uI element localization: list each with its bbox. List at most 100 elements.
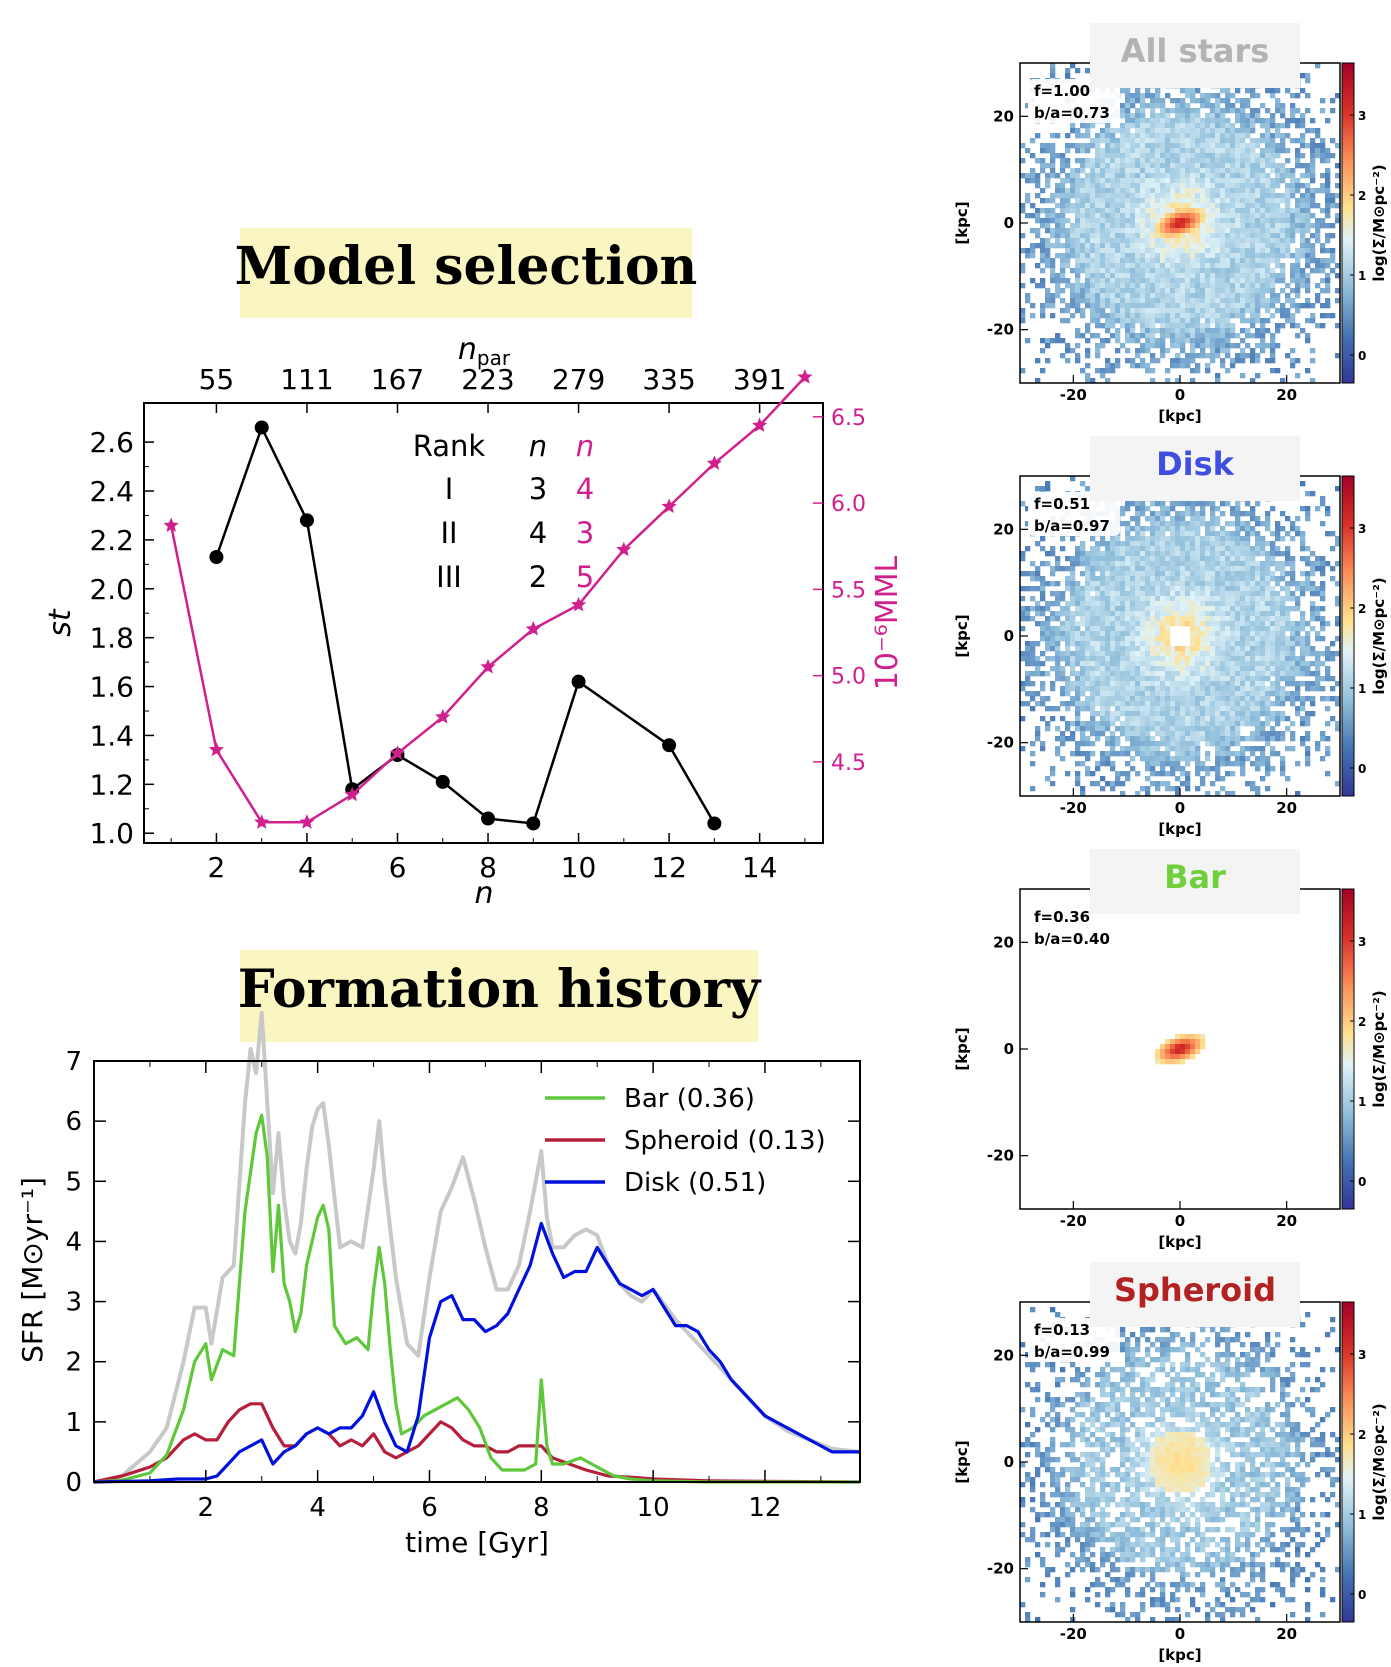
map-pixel [1100, 268, 1106, 274]
map-pixel [1120, 746, 1126, 752]
map-pixel [1050, 193, 1056, 199]
map-pixel [1060, 701, 1066, 707]
map-pixel [1020, 606, 1026, 612]
map-pixel [1160, 183, 1166, 189]
map-pixel [1210, 153, 1216, 159]
map-pixel [1040, 626, 1046, 632]
map-pixel [1160, 601, 1166, 607]
map-pixel [1115, 298, 1121, 304]
map-pixel [1110, 541, 1116, 547]
map-pixel [1030, 213, 1036, 219]
map-pixel [1040, 158, 1046, 164]
map-pixel [1145, 363, 1151, 369]
map-pixel [1225, 611, 1231, 617]
map-pixel [1150, 263, 1156, 269]
map-pixel [1260, 183, 1266, 189]
map-pixel [1110, 288, 1116, 294]
map-pixel [1040, 661, 1046, 667]
map-pixel [1225, 343, 1231, 349]
map-pixel [1105, 153, 1111, 159]
map-pixel [1215, 378, 1221, 384]
map-pixel [1180, 741, 1186, 747]
map-pixel [1240, 208, 1246, 214]
map-pixel [1060, 158, 1066, 164]
map-pixel [1030, 153, 1036, 159]
map-pixel [1310, 313, 1316, 319]
map-pixel [1250, 128, 1256, 134]
map-pixel [1050, 611, 1056, 617]
map-pixel [1245, 253, 1251, 259]
map-pixel [1200, 676, 1206, 682]
map-pixel [1070, 591, 1076, 597]
map-pixel [1200, 686, 1206, 692]
map-pixel [1130, 248, 1136, 254]
map-pixel [1065, 248, 1071, 254]
map-pixel [1195, 248, 1201, 254]
map-pixel [1135, 721, 1141, 727]
map-pixels [1020, 476, 1341, 797]
map-pixel [1085, 193, 1091, 199]
map-pixel [1155, 318, 1161, 324]
map-pixel [1245, 581, 1251, 587]
map-pixel [1070, 586, 1076, 592]
map-pixel [1150, 746, 1156, 752]
map-pixel [1210, 561, 1216, 567]
map-pixel [1120, 268, 1126, 274]
map-pixel [1225, 541, 1231, 547]
map-pixel [1170, 273, 1176, 279]
map-pixel [1190, 318, 1196, 324]
map-pixel [1265, 208, 1271, 214]
map-pixel [1155, 93, 1161, 99]
map-pixel [1130, 278, 1136, 284]
map-pixel [1155, 213, 1161, 219]
map-pixel [1030, 138, 1036, 144]
map-pixel [1175, 333, 1181, 339]
map-pixel [1045, 238, 1051, 244]
map-pixel [1185, 586, 1191, 592]
map-pixel [1075, 273, 1081, 279]
map-pixel [1125, 726, 1131, 732]
map-pixel [1075, 128, 1081, 134]
map-pixel [1105, 203, 1111, 209]
map-pixel [1235, 148, 1241, 154]
map-pixel [1125, 676, 1131, 682]
map-pixel [1230, 701, 1236, 707]
map-pixel [1050, 631, 1056, 637]
map-pixel [1185, 288, 1191, 294]
map-pixel [1170, 123, 1176, 129]
map-pixel [1335, 213, 1341, 219]
map-pixel [1220, 243, 1226, 249]
map-pixel [1185, 353, 1191, 359]
map-pixel [1035, 228, 1041, 234]
map-pixel [1170, 268, 1176, 274]
map-pixel [1285, 298, 1291, 304]
map-pixel [1265, 278, 1271, 284]
map-pixel [1065, 228, 1071, 234]
map-pixel [1085, 178, 1091, 184]
map-pixel [1150, 531, 1156, 537]
map-pixel [1080, 148, 1086, 154]
map-pixel [1140, 616, 1146, 622]
map-pixel [1070, 666, 1076, 672]
map-pixel [1125, 113, 1131, 119]
ms-top-tick-label: 391 [733, 363, 786, 396]
map-pixel [1080, 193, 1086, 199]
ranking-row-1-n-magenta: 4 [576, 472, 594, 506]
map-pixel [1130, 313, 1136, 319]
map-pixel [1260, 193, 1266, 199]
map-pixel [1165, 781, 1171, 787]
map-pixel [1085, 353, 1091, 359]
map-pixel [1155, 651, 1161, 657]
map-pixel [1215, 551, 1221, 557]
map-pixel [1050, 781, 1056, 787]
map-pixel [1335, 263, 1341, 269]
map-pixel [1170, 203, 1176, 209]
map-pixel [1105, 621, 1111, 627]
map-pixel [1260, 253, 1266, 259]
map-pixel [1240, 98, 1246, 104]
map-pixel [1100, 288, 1106, 294]
map-pixel [1100, 243, 1106, 249]
map-pixel [1255, 293, 1261, 299]
map-pixel [1185, 736, 1191, 742]
map-pixel [1165, 163, 1171, 169]
